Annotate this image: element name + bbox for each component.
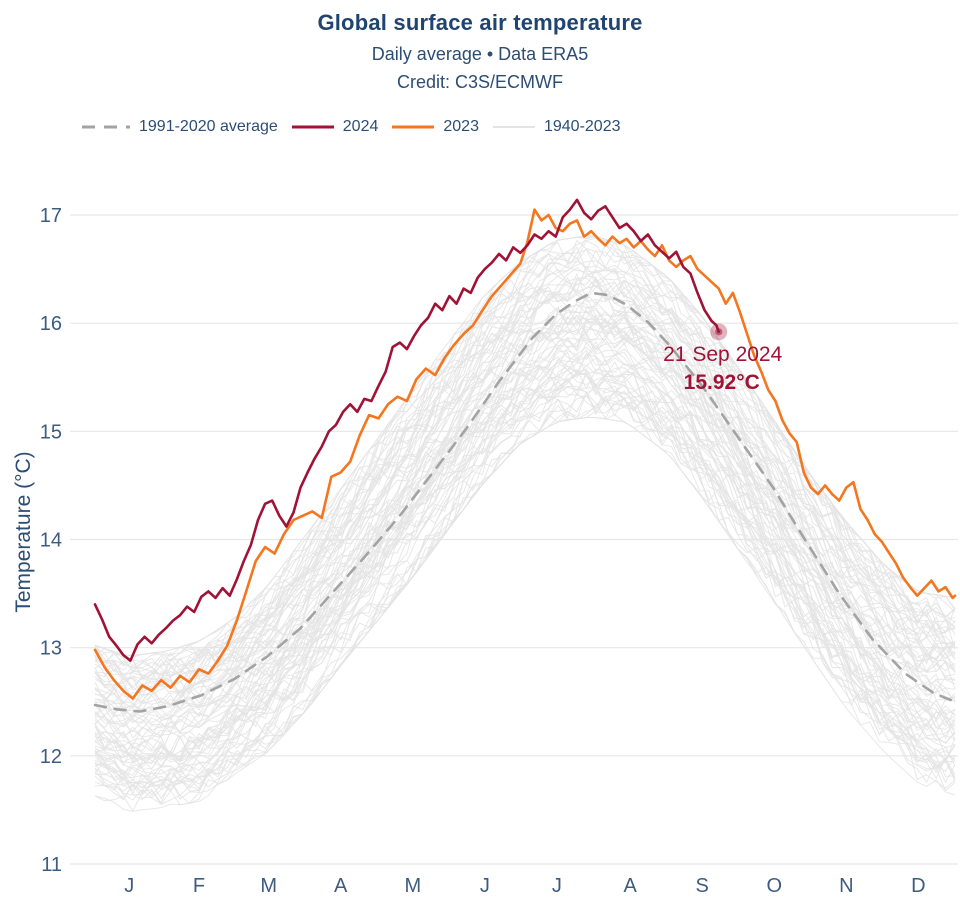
band-line-1940-2023 bbox=[94, 306, 956, 763]
legend-label-avg: 1991-2020 average bbox=[139, 118, 278, 135]
band-line-1940-2023 bbox=[94, 341, 956, 747]
band-line-1940-2023 bbox=[94, 253, 956, 712]
x-tick-label-month-6: J bbox=[480, 875, 490, 897]
band-line-1940-2023 bbox=[94, 417, 956, 791]
band-line-1940-2023 bbox=[94, 272, 956, 763]
chart-subtitle: Daily average • Data ERA5 bbox=[371, 44, 589, 64]
series-line-avg bbox=[93, 291, 957, 713]
band-line-1940-2023 bbox=[94, 321, 956, 767]
band-line-1940-2023 bbox=[94, 289, 956, 761]
band-line-1940-2023 bbox=[94, 324, 956, 759]
band-line-1940-2023 bbox=[94, 388, 956, 792]
x-tick-label-month-12: D bbox=[911, 875, 925, 897]
x-tick-label-month-3: M bbox=[260, 875, 277, 897]
x-tick-label-month-2: F bbox=[193, 875, 205, 897]
band-line-1940-2023 bbox=[94, 397, 956, 783]
band-line-1940-2023 bbox=[94, 300, 956, 669]
y-tick-label-12: 12 bbox=[40, 746, 62, 768]
chart-legend: 1991-2020 average 2024 2023 1940-2023 bbox=[82, 118, 620, 136]
series-line-y2024 bbox=[93, 198, 720, 662]
band-line-1940-2023 bbox=[94, 351, 956, 801]
x-tick-label-month-1: J bbox=[124, 875, 134, 897]
annotation-value: 15.92°C bbox=[684, 371, 760, 394]
axis-labels-group: 11 12 13 14 15 16 17 J F M A M J J A S O N D bbox=[40, 205, 926, 897]
x-tick-label-month-8: A bbox=[623, 875, 637, 897]
x-tick-label-month-9: S bbox=[696, 875, 709, 897]
band-line-1940-2023 bbox=[94, 275, 956, 709]
band-line-1940-2023 bbox=[94, 243, 956, 677]
legend-item-band: 1940-2023 bbox=[492, 118, 621, 136]
x-tick-label-month-7: J bbox=[552, 875, 562, 897]
y-tick-label-13: 13 bbox=[40, 638, 62, 660]
y-tick-label-17: 17 bbox=[40, 205, 62, 227]
legend-swatch-y2023-icon bbox=[392, 125, 435, 129]
legend-item-avg: 1991-2020 average bbox=[82, 118, 278, 136]
band-line-1940-2023 bbox=[94, 235, 956, 696]
band-line-1940-2023 bbox=[94, 378, 956, 776]
y-tick-label-16: 16 bbox=[40, 313, 62, 335]
y-tick-label-14: 14 bbox=[40, 529, 62, 551]
series-line-y2023 bbox=[93, 208, 957, 700]
legend-label-y2024: 2024 bbox=[342, 118, 379, 135]
band-line-1940-2023 bbox=[94, 284, 956, 724]
background-band-group bbox=[94, 235, 956, 813]
band-line-1940-2023 bbox=[94, 320, 956, 733]
legend-item-y2024: 2024 bbox=[291, 118, 379, 136]
latest-point-marker-core bbox=[715, 328, 723, 336]
annotation-group: 21 Sep 2024 15.92°C bbox=[663, 323, 783, 394]
legend-item-y2023: 2023 bbox=[392, 118, 479, 136]
band-line-1940-2023 bbox=[94, 279, 956, 698]
legend-swatch-band-icon bbox=[492, 126, 535, 128]
band-line-1940-2023 bbox=[94, 414, 956, 796]
series-group bbox=[93, 198, 957, 713]
legend-swatch-avg-icon bbox=[82, 125, 130, 129]
band-line-1940-2023 bbox=[94, 363, 956, 800]
band-line-1940-2023 bbox=[94, 249, 956, 680]
band-line-1940-2023 bbox=[94, 235, 956, 690]
band-line-1940-2023 bbox=[94, 277, 956, 692]
y-tick-label-15: 15 bbox=[40, 421, 62, 443]
band-line-1940-2023 bbox=[94, 356, 956, 787]
annotation-date: 21 Sep 2024 bbox=[663, 343, 782, 366]
y-axis-title: Temperature (°C) bbox=[12, 451, 35, 612]
x-tick-label-month-5: M bbox=[404, 875, 421, 897]
band-line-1940-2023 bbox=[94, 276, 956, 665]
x-tick-label-month-4: A bbox=[334, 875, 348, 897]
chart-credit: Credit: C3S/ECMWF bbox=[396, 72, 564, 92]
band-line-1940-2023 bbox=[94, 240, 956, 680]
band-line-1940-2023 bbox=[94, 346, 956, 738]
legend-swatch-y2024-icon bbox=[291, 125, 334, 129]
y-tick-label-11: 11 bbox=[41, 854, 62, 876]
band-line-1940-2023 bbox=[94, 361, 956, 729]
chart-title: Global surface air temperature bbox=[317, 10, 643, 35]
legend-label-band: 1940-2023 bbox=[543, 118, 621, 135]
band-line-1940-2023 bbox=[94, 265, 956, 705]
band-line-1940-2023 bbox=[94, 277, 956, 657]
x-tick-label-month-10: O bbox=[766, 875, 782, 897]
legend-label-y2023: 2023 bbox=[443, 118, 479, 135]
band-line-1940-2023 bbox=[94, 391, 956, 770]
band-line-1940-2023 bbox=[94, 385, 956, 750]
x-tick-label-month-11: N bbox=[839, 875, 853, 897]
band-line-1940-2023 bbox=[94, 248, 956, 702]
